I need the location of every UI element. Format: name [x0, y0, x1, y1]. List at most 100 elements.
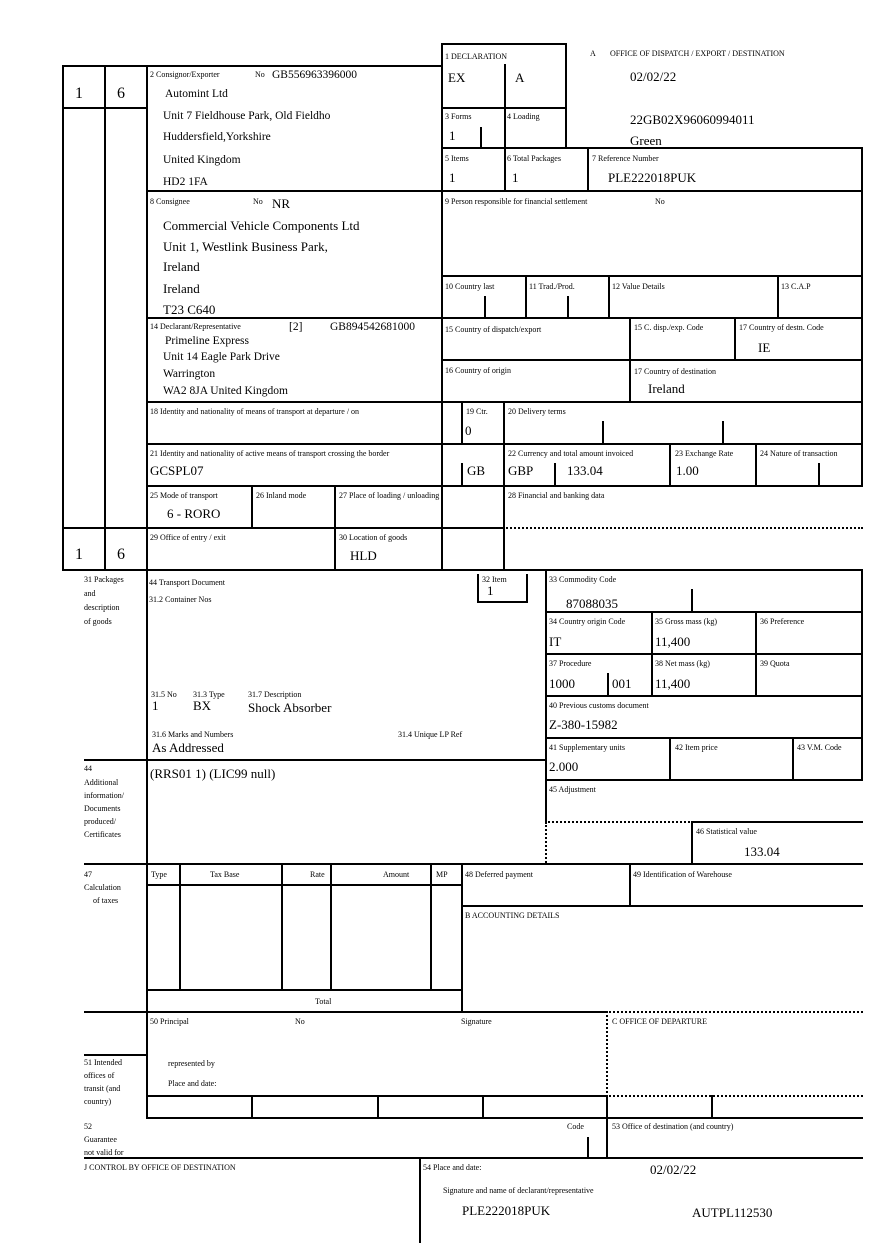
statistical-value-label: 46 Statistical value — [696, 827, 757, 836]
form-divider — [545, 779, 863, 781]
declarant-line: WA2 8JA United Kingdom — [163, 385, 288, 397]
previous-doc-value: Z-380-15982 — [549, 717, 618, 732]
dotted-divider — [606, 1095, 863, 1097]
consignee-line: T23 C640 — [163, 302, 216, 317]
form-divider — [104, 65, 106, 571]
form-divider — [861, 569, 863, 781]
vm-code-label: 43 V.M. Code — [797, 743, 842, 752]
gross-mass-value: 11,400 — [655, 634, 691, 649]
form-divider — [251, 485, 253, 529]
form-divider — [691, 821, 863, 823]
packages-side-label: description — [84, 603, 120, 612]
item-label: 32 Item — [482, 575, 507, 584]
additional-info-side: Certificates — [84, 830, 121, 839]
form-divider — [441, 359, 863, 361]
form-divider — [146, 1117, 863, 1119]
description-label: 31.7 Description — [248, 690, 302, 699]
consignee-no: NR — [272, 196, 291, 211]
declarant-line: Unit 14 Eagle Park Drive — [163, 351, 280, 363]
form-divider — [84, 1054, 148, 1056]
dotted-divider — [606, 1011, 608, 1097]
form-divider — [608, 275, 610, 319]
item-value: 1 — [487, 583, 494, 598]
form-divider — [179, 863, 181, 991]
packages-side-label: of goods — [84, 617, 112, 626]
form-divider — [461, 401, 463, 445]
form-divider — [62, 65, 64, 571]
financial-banking-label: 28 Financial and banking data — [508, 491, 605, 500]
taxes-side: Calculation — [84, 883, 121, 892]
form-divider — [587, 1137, 589, 1159]
quota-label: 39 Quota — [760, 659, 790, 668]
form-copy: 6 — [117, 85, 125, 102]
dotted-divider — [503, 527, 863, 529]
form-divider — [441, 43, 443, 571]
form-divider — [587, 147, 589, 192]
consignor-no-label: No — [255, 70, 265, 79]
taxes-side: of taxes — [93, 896, 119, 905]
form-divider — [62, 107, 148, 109]
tax-col-mp: MP — [436, 870, 448, 879]
form-divider — [377, 1095, 379, 1119]
form-divider — [281, 863, 283, 991]
form-divider — [504, 64, 506, 149]
dotted-divider — [545, 821, 693, 823]
transit-side: transit (and — [84, 1084, 121, 1093]
total-packages-label: 6 Total Packages — [507, 154, 561, 163]
preference-label: 36 Preference — [760, 617, 805, 626]
guarantee-side: 52 — [84, 1122, 92, 1131]
form-divider — [62, 527, 505, 529]
net-mass-label: 38 Net mass (kg) — [655, 659, 710, 668]
form-divider — [62, 65, 443, 67]
supplementary-units-label: 41 Supplementary units — [549, 743, 625, 752]
origin-code-label: 34 Country origin Code — [549, 617, 626, 626]
country-last-label: 10 Country last — [445, 282, 495, 291]
packages-side-label: 31 Packages — [84, 575, 124, 584]
form-divider — [477, 601, 528, 603]
declarant-signature-label: Signature and name of declarant/represen… — [443, 1186, 594, 1195]
package-type-label: 31.3 Type — [193, 690, 225, 699]
declaration-subtype: A — [515, 70, 525, 85]
declaration-label: 1 DECLARATION — [445, 52, 507, 61]
form-divider — [441, 43, 567, 45]
accounting-details-label: B ACCOUNTING DETAILS — [465, 911, 560, 920]
item-price-label: 42 Item price — [675, 743, 718, 752]
active-transport-label: 21 Identity and nationality of active me… — [150, 449, 390, 458]
route: Green — [630, 133, 662, 148]
procedure-label: 37 Procedure — [549, 659, 592, 668]
country-destination-label: 17 Country of destination — [634, 367, 716, 376]
form-divider — [606, 1095, 608, 1119]
marks-label: 31.6 Marks and Numbers — [152, 730, 234, 739]
form-divider — [484, 296, 486, 319]
currency-value: GBP — [508, 463, 534, 478]
delivery-terms-label: 20 Delivery terms — [508, 407, 566, 416]
form-divider — [146, 190, 863, 192]
form-copy-bottom: 6 — [117, 546, 125, 563]
form-divider — [669, 443, 671, 487]
declarant-line: Primeline Express — [165, 335, 249, 347]
form-divider — [146, 485, 863, 487]
form-divider — [545, 737, 863, 739]
reference-number-value: PLE222018PUK — [608, 170, 697, 185]
principal-signature-label: Signature — [461, 1017, 492, 1026]
tax-col-amount: Amount — [383, 870, 410, 879]
exchange-rate-label: 23 Exchange Rate — [675, 449, 734, 458]
form-divider — [461, 905, 863, 907]
package-type: BX — [193, 698, 212, 713]
commodity-code-label: 33 Commodity Code — [549, 575, 617, 584]
consignee-line: Commercial Vehicle Components Ltd — [163, 218, 360, 233]
guarantee-code-label: Code — [567, 1122, 584, 1131]
form-divider — [734, 317, 736, 361]
place-date-label: Place and date: — [168, 1079, 217, 1088]
form-divider — [146, 317, 863, 319]
location-goods-value: HLD — [350, 548, 377, 563]
form-divider — [84, 1011, 608, 1013]
form-divider — [441, 147, 863, 149]
financial-settlement-no-label: No — [655, 197, 665, 206]
packages-side-label: and — [84, 589, 96, 598]
form-divider — [480, 127, 482, 149]
form-divider — [146, 884, 463, 886]
form-divider — [792, 737, 794, 781]
declarant-id: AUTPL112530 — [692, 1205, 773, 1220]
